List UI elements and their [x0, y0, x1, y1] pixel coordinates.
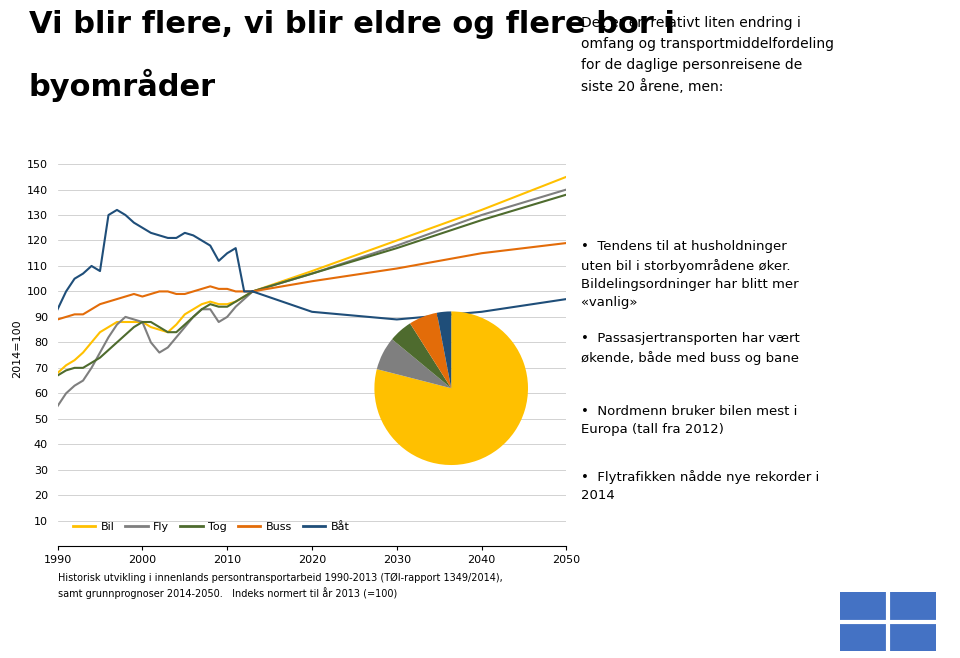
Wedge shape [374, 311, 528, 465]
Text: •  Nordmenn bruker bilen mest i
Europa (tall fra 2012): • Nordmenn bruker bilen mest i Europa (t… [581, 405, 797, 436]
Text: •  Tendens til at husholdninger
uten bil i storbyområdene øker.
Bildelingsordnin: • Tendens til at husholdninger uten bil … [581, 240, 799, 309]
Wedge shape [377, 340, 451, 388]
Text: Vi blir flere, vi blir eldre og flere bor i: Vi blir flere, vi blir eldre og flere bo… [29, 10, 675, 39]
Text: •  Flytrafikken nådde nye rekorder i
2014: • Flytrafikken nådde nye rekorder i 2014 [581, 470, 819, 503]
Text: •  Passasjertransporten har vært
økende, både med buss og bane: • Passasjertransporten har vært økende, … [581, 332, 800, 365]
Wedge shape [392, 323, 451, 388]
Text: Det er en relativt liten endring i
omfang og transportmiddelfordeling
for de dag: Det er en relativt liten endring i omfan… [581, 16, 834, 94]
Wedge shape [437, 311, 451, 388]
Text: Historisk utvikling i innenlands persontransportarbeid 1990-2013 (TØI-rapport 13: Historisk utvikling i innenlands persont… [58, 572, 502, 599]
Y-axis label: 2014=100: 2014=100 [12, 319, 23, 378]
Text: byområder: byområder [29, 69, 216, 102]
Wedge shape [410, 313, 451, 388]
Legend: Bil, Fly, Tog, Buss, Båt: Bil, Fly, Tog, Buss, Båt [68, 518, 354, 537]
